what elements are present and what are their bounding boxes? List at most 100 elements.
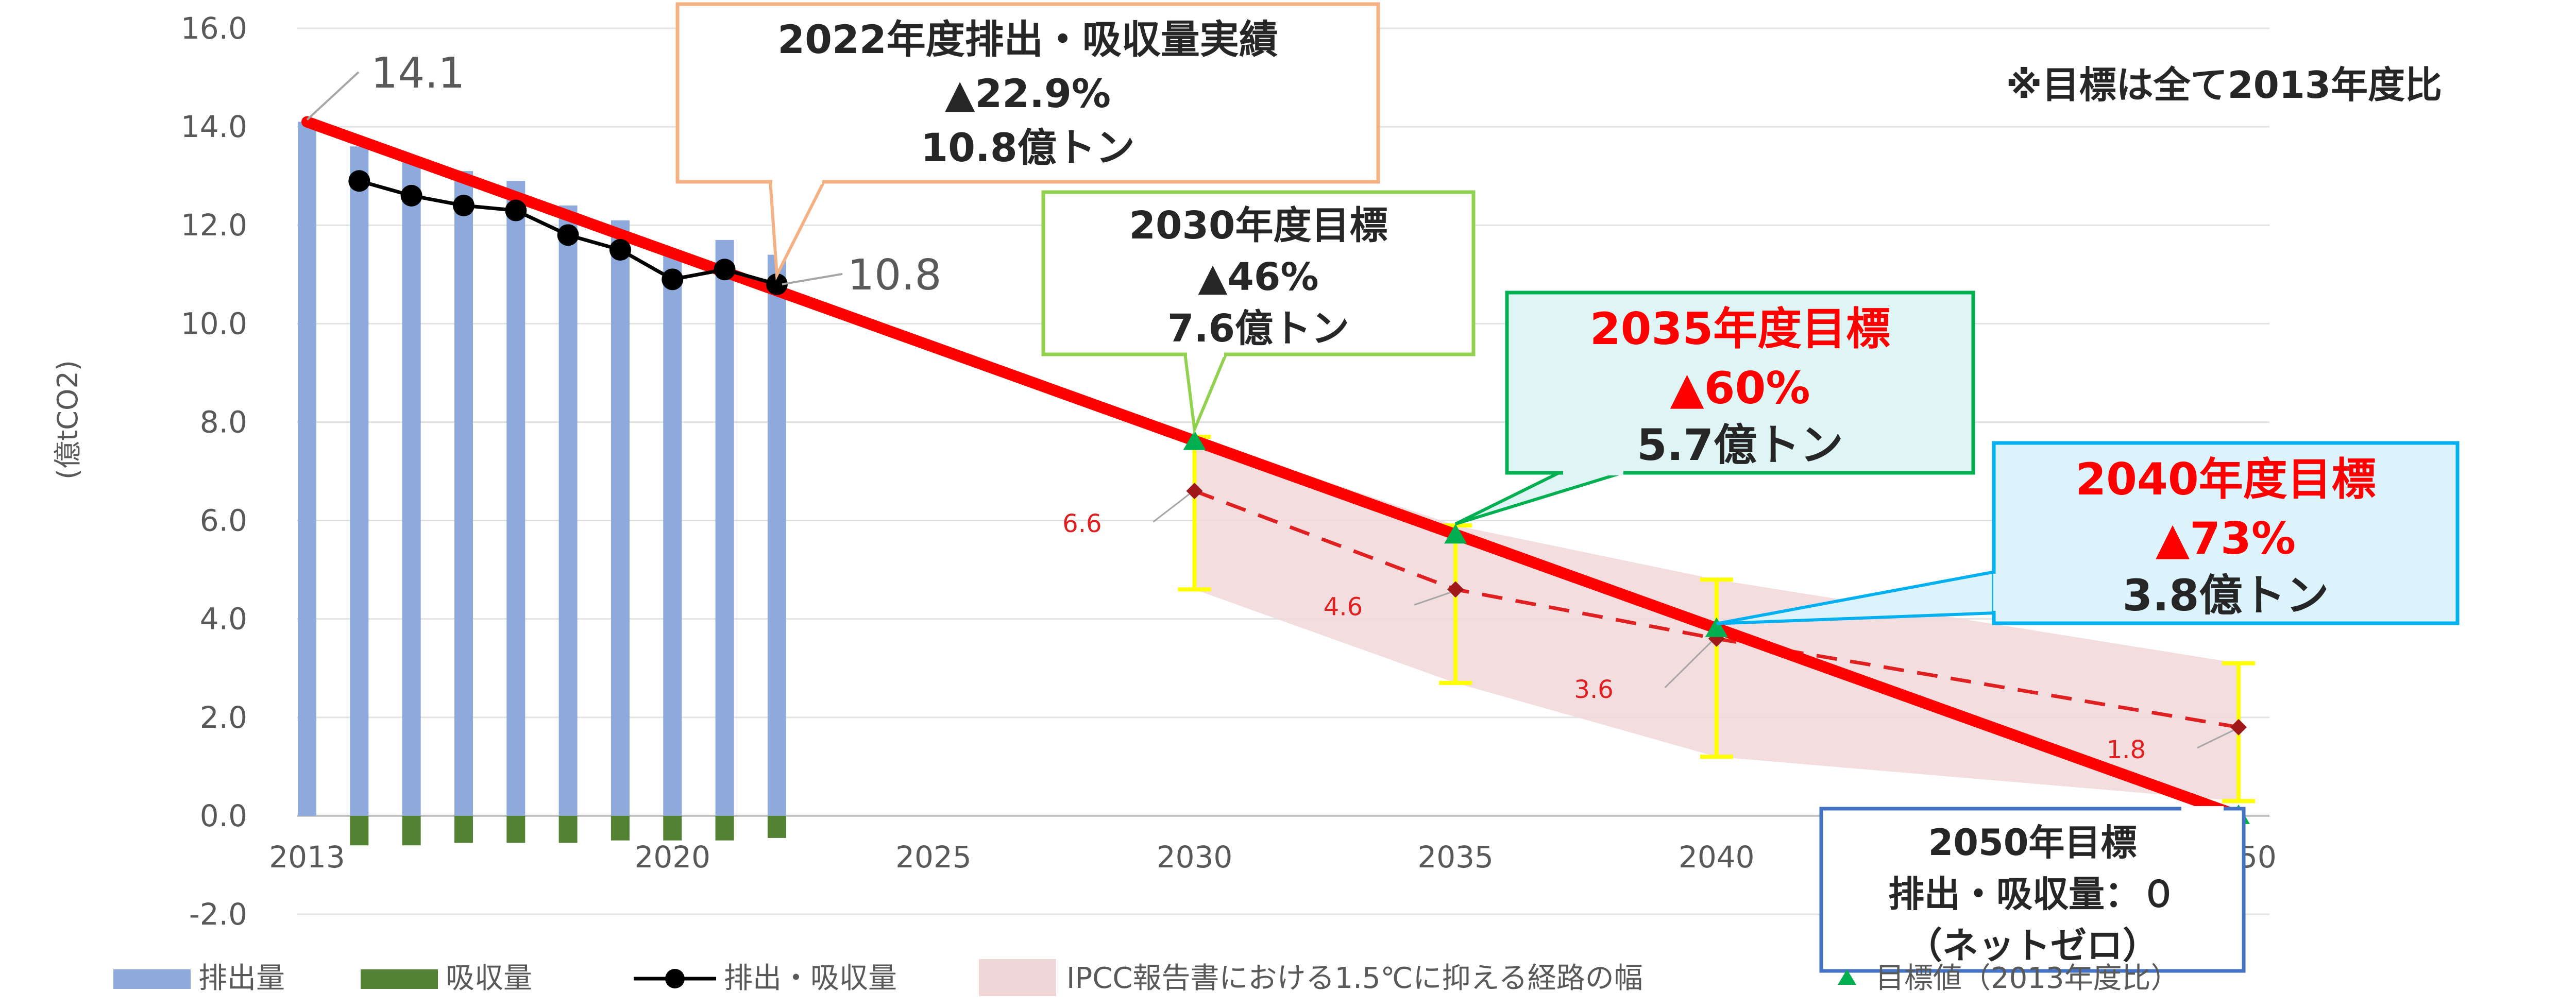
net-emission-point bbox=[714, 259, 736, 281]
callout-2035-box bbox=[1505, 291, 1975, 475]
x-tick-label: 2013 bbox=[269, 840, 345, 875]
emission-bar bbox=[558, 206, 578, 816]
net-emission-point bbox=[557, 224, 579, 246]
callout-2030: 2030年度目標 ▲46% 7.6億トン bbox=[1041, 190, 1476, 436]
absorption-bar bbox=[663, 815, 682, 841]
x-tick-label: 2040 bbox=[1679, 840, 1755, 875]
callout-2030-pointer bbox=[1183, 352, 1229, 436]
legend-swatch-absorption bbox=[361, 969, 438, 989]
emission-bar bbox=[715, 240, 734, 816]
emission-bar bbox=[350, 146, 369, 816]
emission-bar bbox=[298, 122, 316, 816]
net-emission-point bbox=[662, 268, 684, 291]
start-value-label: 14.1 bbox=[371, 49, 465, 98]
y-tick-label: 12.0 bbox=[181, 208, 247, 243]
note-text: ※目標は全て2013年度比 bbox=[2006, 63, 2442, 107]
emission-bar bbox=[767, 254, 786, 816]
legend-swatch-target bbox=[1838, 969, 1856, 985]
callout-2035: 2035年度目標 ▲60% 5.7億トン bbox=[1454, 291, 1975, 526]
x-tick-label: 2020 bbox=[634, 840, 710, 875]
ipcc-median-point bbox=[1447, 581, 1464, 598]
callout-2022-line-2: ▲22.9% bbox=[945, 71, 1111, 116]
callout-2040-line-1: 2040年度目標 bbox=[2075, 454, 2376, 505]
legend-label-emission: 排出量 bbox=[198, 962, 285, 995]
ipcc-value-leader bbox=[1414, 591, 1451, 606]
legend-label-ipcc: IPCC報告書における1.5℃に抑える経路の幅 bbox=[1066, 962, 1643, 995]
y-tick-label: 0.0 bbox=[200, 798, 247, 833]
ipcc-value-label: 3.6 bbox=[1574, 675, 1613, 704]
callout-2035-line-1: 2035年度目標 bbox=[1590, 303, 1890, 355]
absorption-bar bbox=[454, 815, 473, 843]
callout-2030-line-1: 2030年度目標 bbox=[1129, 203, 1388, 248]
target-marker bbox=[1705, 617, 1728, 637]
ipcc-value-leader bbox=[1664, 641, 1712, 688]
callout-2050-line-1: 2050年目標 bbox=[1928, 822, 2137, 864]
callout-2050-box bbox=[1819, 807, 2246, 973]
target-path-line bbox=[301, 116, 2244, 822]
y-tick-label: 14.0 bbox=[181, 109, 247, 144]
callout-2040-line-3: 3.8億トン bbox=[2123, 570, 2329, 621]
net-emission-point bbox=[766, 273, 788, 295]
ipcc-median-line bbox=[1194, 489, 2239, 729]
absorption-bar bbox=[350, 815, 369, 846]
absorption-bar bbox=[767, 815, 786, 838]
callout-2022: 2022年度排出・吸収量実績 ▲22.9% 10.8億トン bbox=[675, 2, 1380, 281]
y-tick-label: 6.0 bbox=[200, 503, 247, 538]
x-tick-label: 2025 bbox=[895, 840, 972, 875]
target-marker bbox=[1183, 430, 1206, 450]
emission-bar bbox=[506, 181, 526, 816]
x-tick-label: 2030 bbox=[1157, 840, 1233, 875]
y-tick-label: 8.0 bbox=[200, 404, 247, 439]
absorption-bar bbox=[558, 815, 578, 843]
callout-2035-line-2: ▲60% bbox=[1670, 363, 1810, 414]
callout-2022-line-3: 10.8億トン bbox=[921, 125, 1135, 170]
absorption-bar bbox=[611, 815, 630, 841]
emission-bar bbox=[611, 220, 630, 816]
ipcc-value-label: 4.6 bbox=[1324, 592, 1363, 621]
ipcc-value-label: 1.8 bbox=[2107, 736, 2146, 764]
y-tick-label: -2.0 bbox=[189, 897, 247, 932]
ipcc-value-leader bbox=[2197, 729, 2234, 749]
callout-2022-pointer bbox=[768, 179, 827, 281]
legend-label-absorption: 吸収量 bbox=[446, 962, 532, 995]
emission-bar bbox=[663, 250, 682, 816]
target-marker bbox=[1444, 524, 1467, 544]
y-axis-ticks: 16.0 14.0 12.0 10.0 8.0 6.0 4.0 2.0 0.0 -2.0 bbox=[181, 11, 247, 932]
callout-2050-line-2: 排出・吸収量：０ bbox=[1888, 873, 2177, 915]
markers-group bbox=[348, 170, 2250, 824]
callout-2022-line-1: 2022年度排出・吸収量実績 bbox=[777, 16, 1278, 62]
y-axis-title: (億tCO2) bbox=[52, 360, 84, 480]
actual-value-label: 10.8 bbox=[848, 251, 942, 300]
legend-label-net: 排出・吸収量 bbox=[724, 962, 897, 995]
net-emission-point bbox=[452, 195, 474, 216]
callout-2030-line-3: 7.6億トン bbox=[1167, 306, 1349, 351]
absorption-bar bbox=[506, 815, 526, 843]
legend-swatch-emission bbox=[113, 969, 191, 989]
legend: 排出量 吸収量 排出・吸収量 IPCC報告書における1.5℃に抑える経路の幅 目標値（2… bbox=[113, 959, 2180, 996]
net-emission-point bbox=[609, 239, 631, 261]
ipcc-median-point bbox=[1186, 483, 1203, 500]
actual-value-leader bbox=[782, 272, 843, 285]
ipcc-value-leader bbox=[1153, 493, 1190, 523]
legend-label-target: 目標値（2013年度比） bbox=[1875, 962, 2180, 995]
callout-2040-box bbox=[1992, 441, 2460, 625]
start-value-leader bbox=[306, 71, 360, 121]
y-tick-label: 4.0 bbox=[200, 602, 247, 637]
absorption-bar bbox=[715, 815, 734, 841]
labels-group: 14.1 10.8 6.6 4.6 3.6 1.8 ※目標は全て2013年度比 bbox=[306, 49, 2442, 764]
x-tick-label: 2035 bbox=[1417, 840, 1494, 875]
callout-2022-box bbox=[675, 2, 1380, 184]
callout-2050-line-3: （ネットゼロ） bbox=[1906, 925, 2159, 967]
y-tick-label: 2.0 bbox=[200, 700, 247, 735]
legend-swatch-ipcc bbox=[979, 959, 1056, 996]
absorption-bar bbox=[402, 815, 421, 846]
net-emission-point bbox=[505, 199, 527, 221]
y-tick-label: 10.0 bbox=[181, 306, 247, 341]
ipcc-value-label: 6.6 bbox=[1062, 509, 1101, 538]
bars-group bbox=[298, 122, 786, 846]
callout-2030-box bbox=[1041, 190, 1476, 356]
ipcc-median-point bbox=[2230, 719, 2247, 736]
callout-2035-pointer bbox=[1454, 470, 1626, 526]
